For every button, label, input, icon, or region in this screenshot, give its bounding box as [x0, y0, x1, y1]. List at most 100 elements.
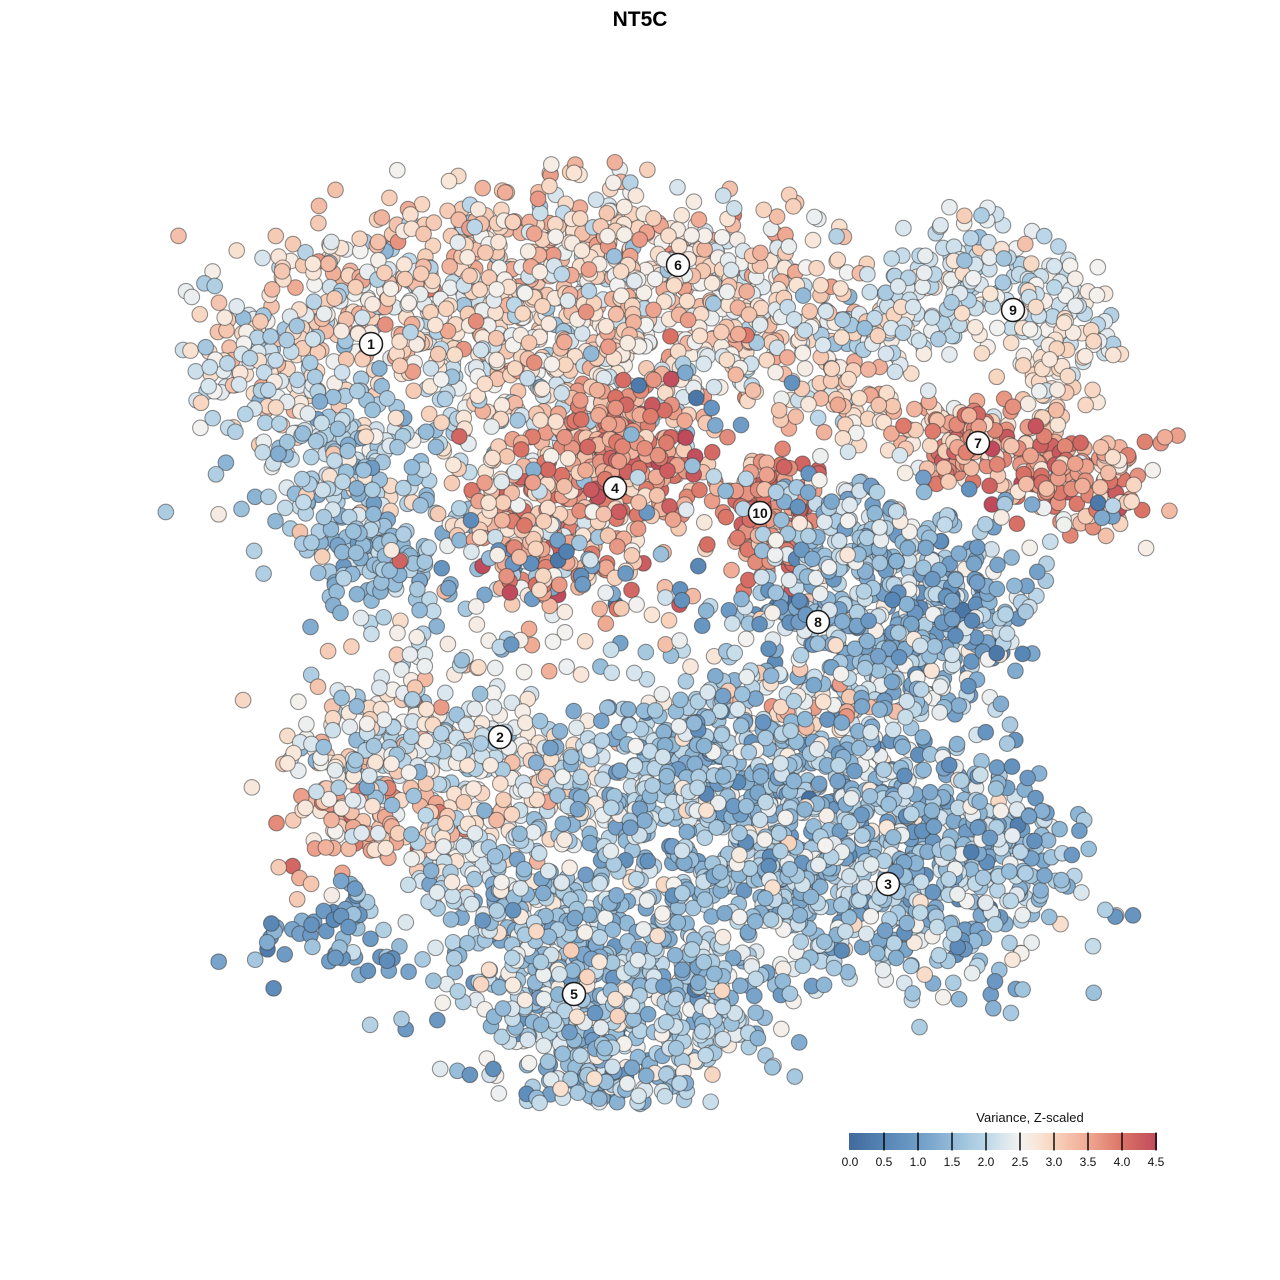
point [874, 961, 892, 979]
point [717, 482, 734, 500]
point [992, 695, 1010, 713]
point [517, 714, 534, 732]
point [915, 483, 933, 501]
point [302, 618, 319, 636]
point [476, 802, 493, 819]
point [941, 198, 958, 216]
point [739, 571, 757, 589]
point [326, 452, 343, 469]
point [862, 723, 880, 741]
point [665, 277, 683, 294]
point [308, 783, 325, 801]
point [950, 697, 968, 714]
point [623, 426, 640, 443]
point [853, 698, 871, 715]
point [417, 806, 435, 824]
point [558, 543, 575, 560]
point [364, 295, 381, 313]
point [916, 247, 934, 265]
point [377, 839, 395, 857]
point [783, 374, 801, 392]
point [402, 323, 419, 341]
point [810, 775, 828, 793]
point [780, 238, 798, 255]
point [960, 480, 978, 498]
point [553, 265, 571, 283]
point [472, 341, 490, 359]
point [510, 548, 528, 566]
point [1055, 314, 1073, 332]
point [911, 904, 929, 921]
point [201, 358, 219, 376]
point [556, 428, 573, 446]
point [896, 464, 914, 482]
point [648, 487, 666, 504]
point [1089, 494, 1107, 512]
point [623, 547, 641, 564]
point [704, 295, 722, 312]
point [936, 516, 954, 533]
point [988, 580, 1006, 598]
point [636, 439, 654, 457]
point [678, 292, 696, 310]
point [441, 258, 459, 275]
point [333, 543, 351, 561]
point [753, 568, 771, 586]
point [645, 210, 662, 227]
point [785, 692, 803, 710]
point [565, 164, 583, 182]
point [1014, 645, 1031, 663]
point [1006, 577, 1023, 595]
point [339, 442, 357, 460]
point [373, 209, 391, 226]
point [785, 772, 803, 790]
point [619, 334, 637, 352]
point [425, 214, 443, 231]
point [940, 756, 958, 774]
point [395, 526, 412, 543]
point [921, 783, 939, 801]
point [301, 354, 319, 372]
point [577, 462, 594, 479]
point [293, 470, 311, 488]
point [714, 687, 732, 705]
point [471, 528, 489, 546]
point [461, 267, 478, 285]
point [1124, 907, 1142, 924]
point [490, 233, 507, 251]
point [302, 448, 320, 466]
point [207, 465, 225, 483]
point [451, 531, 468, 549]
point [206, 277, 224, 295]
point [1085, 984, 1103, 1002]
point [1004, 398, 1022, 416]
point [459, 249, 476, 266]
point [504, 213, 522, 231]
point [429, 505, 447, 523]
point [760, 640, 777, 658]
point [895, 219, 912, 237]
point [389, 438, 406, 456]
point [789, 498, 807, 516]
point [539, 461, 557, 479]
point [817, 302, 835, 320]
point [559, 292, 577, 309]
point [1001, 934, 1018, 952]
point [595, 505, 613, 523]
point [527, 540, 545, 558]
point [210, 294, 228, 312]
point [182, 342, 199, 359]
point [219, 355, 236, 372]
point [600, 415, 618, 433]
point [1017, 603, 1035, 621]
point [856, 878, 874, 896]
point [729, 325, 747, 343]
point [764, 604, 781, 622]
point [729, 529, 746, 547]
point [855, 583, 873, 600]
point [685, 193, 703, 211]
point [234, 691, 252, 709]
point [984, 999, 1002, 1017]
point [494, 494, 512, 511]
point [1053, 871, 1070, 889]
